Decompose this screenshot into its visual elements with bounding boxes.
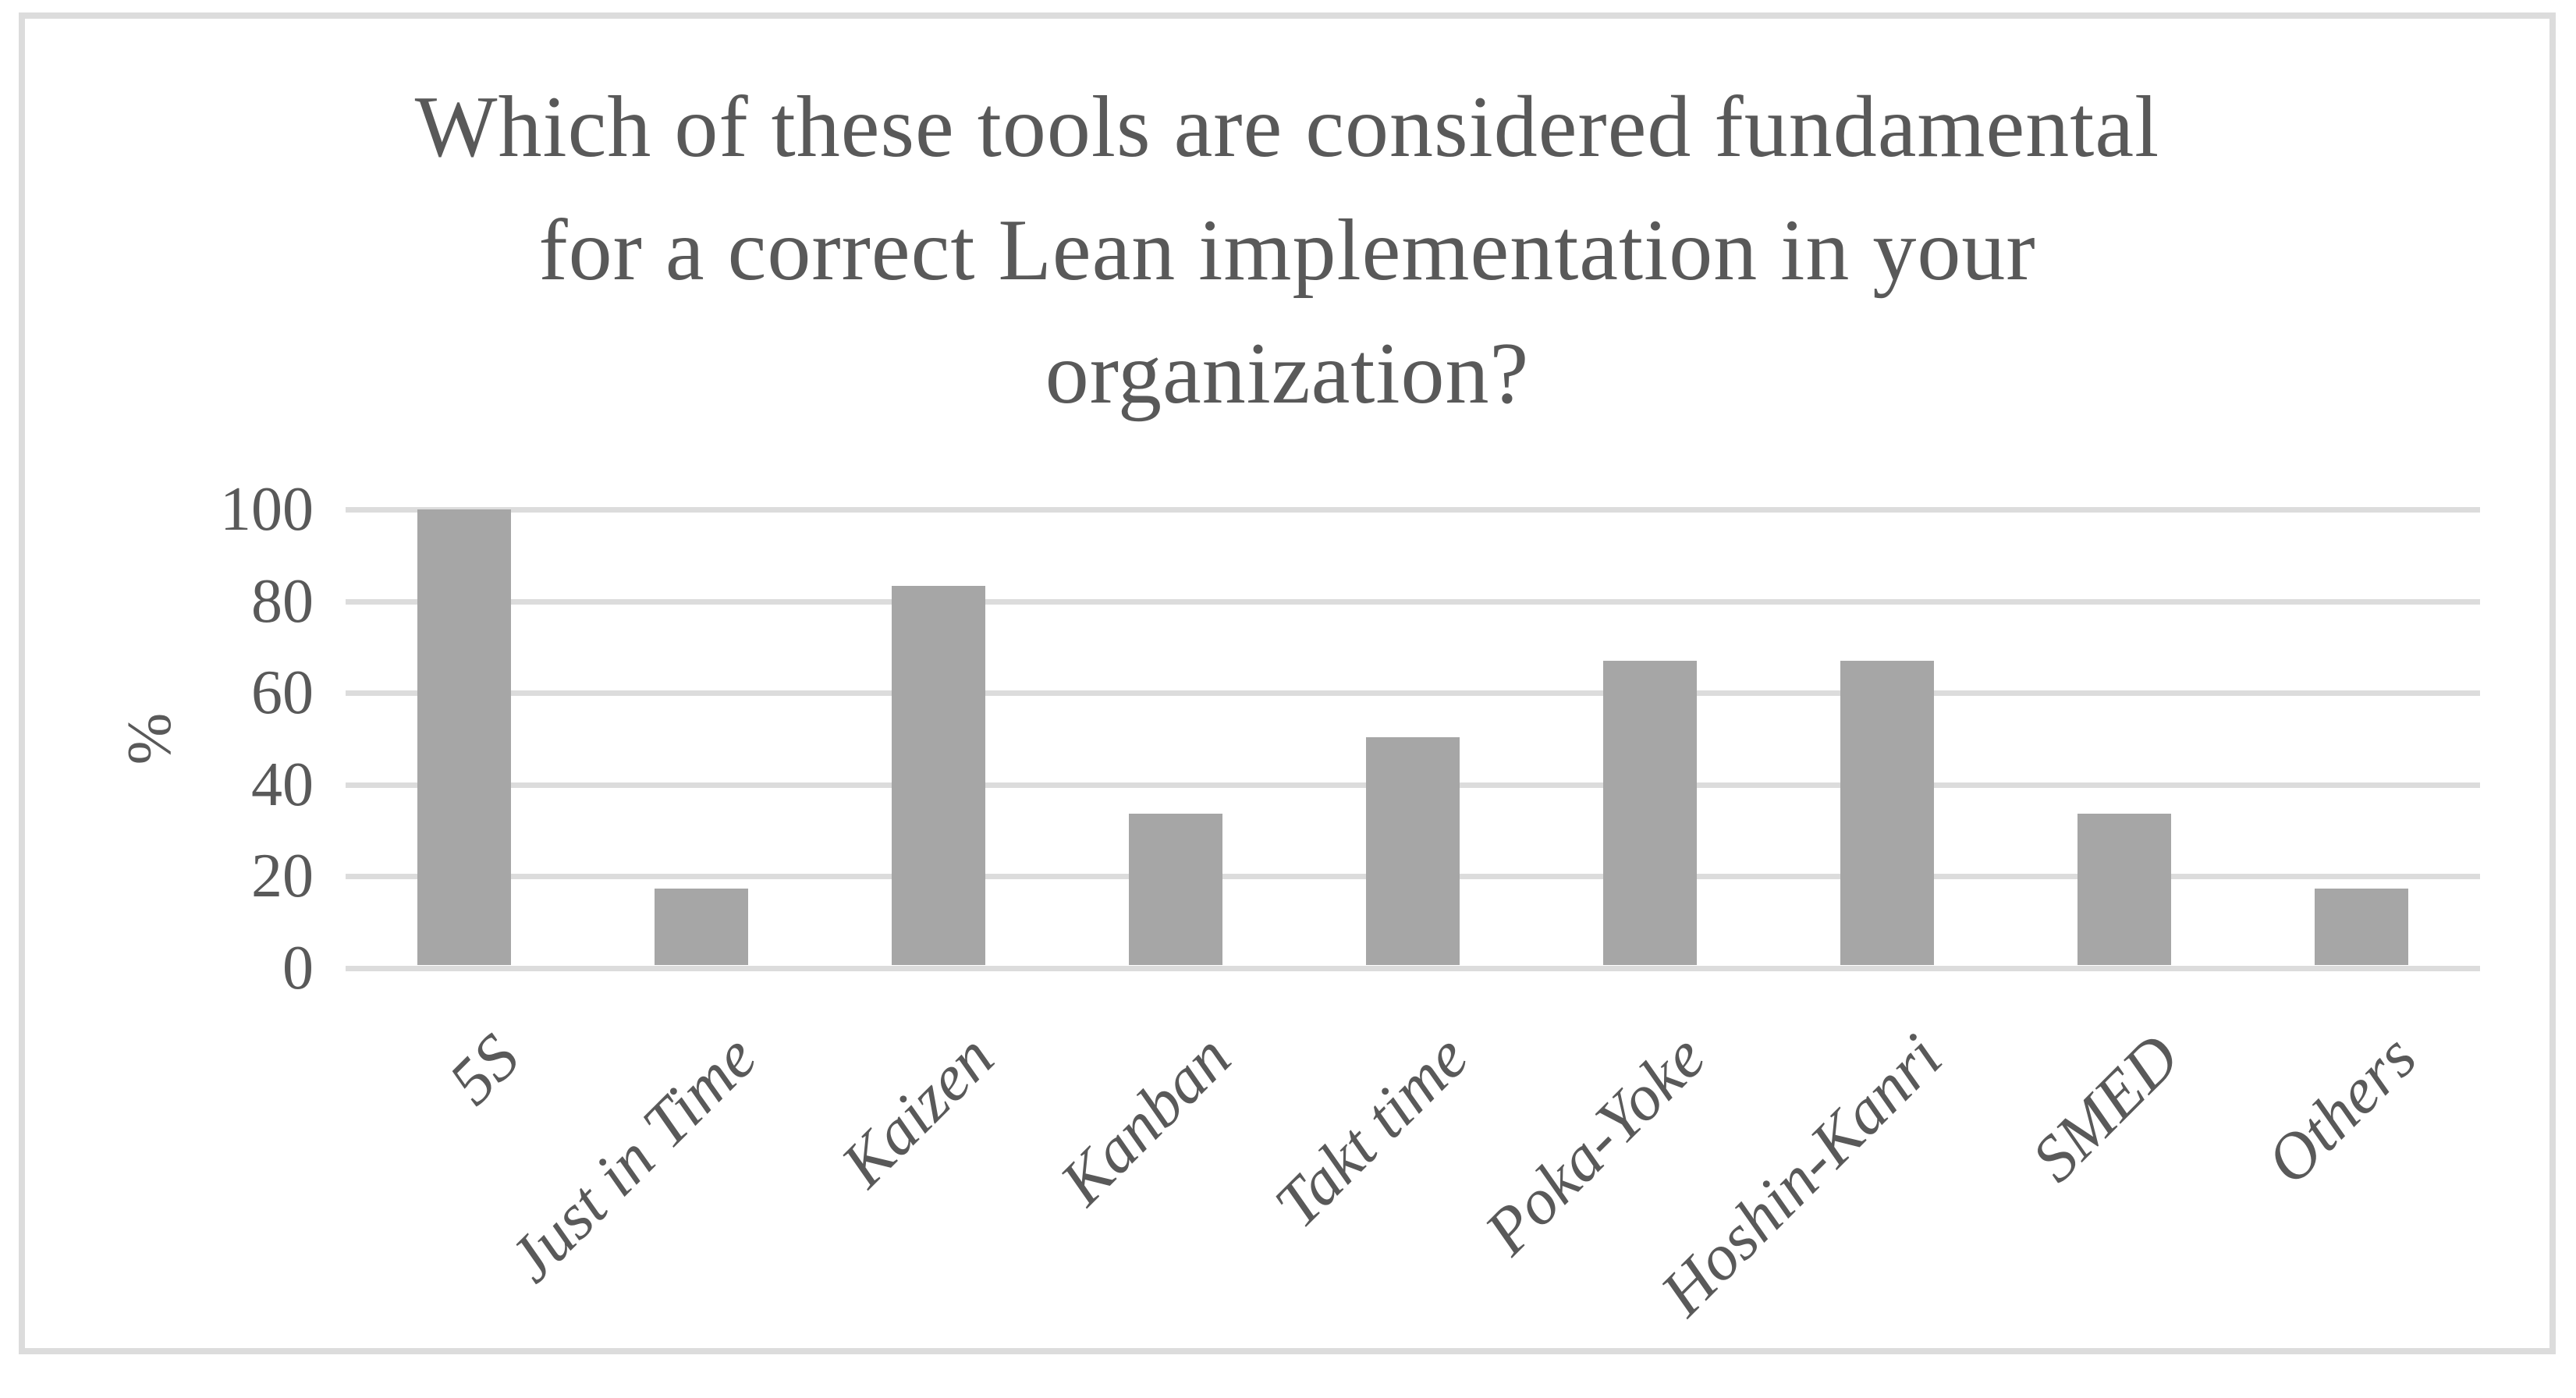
chart-title: Which of these tools are considered fund… (19, 66, 2556, 435)
bar-kaizen (892, 585, 985, 965)
y-tick-label-40: 40 (251, 750, 314, 819)
bar-takt-time (1366, 737, 1460, 965)
bar-hoshin-kanri (1840, 661, 1934, 965)
chart-title-line-3: organization? (1045, 325, 1530, 422)
bar-smed (2077, 813, 2171, 965)
bar-5s (417, 509, 511, 965)
plot-area (346, 507, 2480, 971)
y-tick-label-0: 0 (282, 934, 314, 1002)
gridline-0 (346, 966, 2480, 971)
y-tick-label-80: 80 (251, 566, 314, 636)
y-tick-label-20: 20 (251, 842, 314, 911)
gridline-100 (346, 507, 2480, 513)
gridline-60 (346, 690, 2480, 697)
y-tick-label-60: 60 (251, 658, 314, 728)
y-tick-label-100: 100 (220, 475, 314, 544)
gridline-80 (346, 598, 2480, 605)
bar-kanban (1129, 813, 1222, 965)
bar-poka-yoke (1603, 661, 1697, 965)
bar-others (2315, 889, 2408, 965)
chart-title-line-1: Which of these tools are considered fund… (414, 79, 2160, 176)
chart-title-line-2: for a correct Lean implementation in you… (538, 202, 2036, 299)
bar-just-in-time (655, 889, 748, 965)
